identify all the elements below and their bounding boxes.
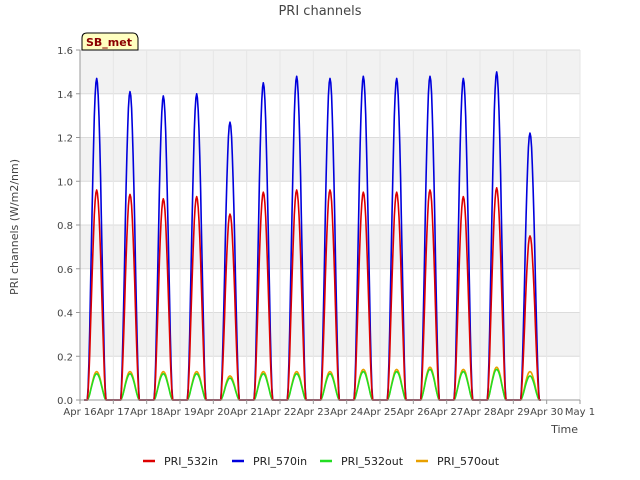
x-tick-label: Apr 20: [197, 407, 230, 418]
legend: PRI_532in PRI_570in PRI_532out PRI_570out: [143, 455, 500, 468]
x-tick-label: Apr 27: [430, 407, 463, 418]
x-tick-label: Apr 21: [230, 407, 263, 418]
background-band: [80, 137, 580, 182]
x-tick-label: Apr 24: [330, 407, 363, 418]
x-tick-label: Apr 16: [63, 407, 96, 418]
x-tick-label: Apr 17: [97, 407, 130, 418]
x-tick-label: Apr 18: [130, 407, 163, 418]
y-tick-label: 0.4: [57, 309, 73, 320]
legend-label-pri_570in: PRI_570in: [253, 455, 307, 468]
y-tick-label: 0.6: [57, 265, 73, 276]
y-tick-label: 0.2: [57, 352, 73, 363]
background-band: [80, 225, 580, 269]
background-band: [80, 268, 580, 313]
background-band: [80, 181, 580, 225]
legend-label-pri_570out: PRI_570out: [437, 455, 500, 468]
background-band: [80, 50, 580, 94]
x-tick-label: Apr 29: [497, 407, 530, 418]
plot-background-bands: [80, 50, 580, 400]
x-tick-label: Apr 28: [463, 407, 496, 418]
y-tick-label: 1.4: [57, 90, 73, 101]
x-tick-label: Apr 23: [297, 407, 330, 418]
y-tick-label: 1.2: [57, 134, 73, 145]
y-tick-label: 0.8: [57, 221, 73, 232]
x-tick-label: May 1: [565, 407, 595, 418]
y-axis-label: PRI channels (W/m2/nm): [8, 159, 21, 295]
x-tick-label: Apr 22: [263, 407, 296, 418]
legend-label-pri_532out: PRI_532out: [341, 455, 404, 468]
x-tick-label: Apr 30: [530, 407, 563, 418]
y-tick-label: 0.0: [57, 396, 73, 407]
background-band: [80, 93, 580, 138]
x-tick-label: Apr 26: [397, 407, 430, 418]
site-label: SB_met: [86, 36, 132, 49]
legend-label-pri_532in: PRI_532in: [164, 455, 218, 468]
x-tick-label: Apr 19: [163, 407, 196, 418]
y-tick-label: 1.6: [57, 46, 73, 57]
chart-title: PRI channels: [278, 4, 361, 19]
y-tick-label: 1.0: [57, 177, 73, 188]
x-tick-label: Apr 25: [363, 407, 396, 418]
background-band: [80, 356, 580, 400]
site-label-box: SB_met: [81, 32, 139, 51]
background-band: [80, 312, 580, 357]
x-axis-label: Time: [550, 423, 578, 436]
